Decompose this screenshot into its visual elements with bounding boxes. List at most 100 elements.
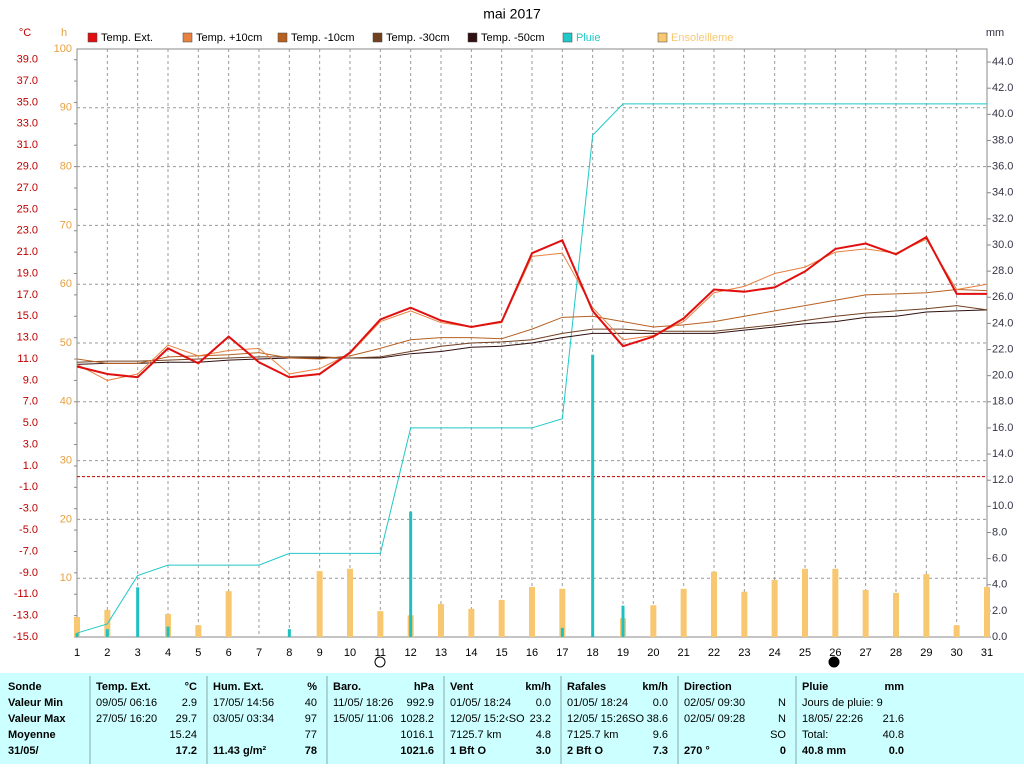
table-cell: 992.9 <box>406 697 434 709</box>
table-cell: 0 <box>780 745 786 757</box>
x-tick-label: 28 <box>890 647 902 659</box>
y2-tick-label: 22.0 <box>992 343 1013 355</box>
y-tick-label: 3.0 <box>23 438 38 450</box>
legend-swatch <box>372 32 383 43</box>
table-cell: 02/05/ 09:30 <box>684 697 745 709</box>
x-tick-label: 13 <box>435 647 447 659</box>
bar <box>165 614 171 637</box>
bar <box>468 608 475 637</box>
y3-tick-label: 70 <box>60 219 72 231</box>
moon-full <box>374 656 386 668</box>
y2-tick-label: 14.0 <box>992 448 1013 460</box>
legend-swatch <box>87 32 98 43</box>
y2-tick-label: 28.0 <box>992 265 1013 277</box>
bar <box>347 568 353 637</box>
bar <box>680 588 687 637</box>
table-cell: 09/05/ 06:16 <box>96 697 157 709</box>
moon-new <box>828 656 840 668</box>
x-tick-label: 27 <box>860 647 872 659</box>
legend-label: Temp. +10cm <box>196 32 262 44</box>
x-tick-label: 5 <box>195 647 201 659</box>
table-cell: Baro. <box>333 681 361 693</box>
y-tick-label: -5.0 <box>19 524 38 536</box>
legend-swatch <box>182 32 193 43</box>
table-cell: km/h <box>642 681 668 693</box>
table-cell: 17/05/ 14:56 <box>213 697 274 709</box>
table-cell: 270 ° <box>684 745 710 757</box>
bar <box>802 568 808 637</box>
table-cell: Temp. Ext. <box>96 681 151 693</box>
table-cell: 12/05/ 15:2‹SO <box>450 713 525 725</box>
x-tick-label: 7 <box>256 647 262 659</box>
y-tick-label: 31.0 <box>17 139 38 151</box>
x-tick-label: 26 <box>829 647 841 659</box>
y3-tick-label: 100 <box>54 43 72 55</box>
table-cell: 0.0 <box>889 745 904 757</box>
table-cell: Hum. Ext. <box>213 681 264 693</box>
table-cell: N <box>778 697 786 709</box>
bar <box>409 511 413 637</box>
y2-tick-label: 6.0 <box>992 553 1007 565</box>
table-cell: 0.0 <box>653 697 668 709</box>
bar <box>559 588 566 637</box>
y2-tick-label: 16.0 <box>992 422 1013 434</box>
table-cell: N <box>778 713 786 725</box>
y-tick-label: 13.0 <box>17 332 38 344</box>
y-tick-label: 21.0 <box>17 246 38 258</box>
bar <box>560 627 564 637</box>
y3-tick-label: 30 <box>60 455 72 467</box>
y-tick-label: 9.0 <box>23 374 38 386</box>
table-cell: 1028.2 <box>400 713 434 725</box>
y-tick-label: 11.0 <box>17 353 38 365</box>
table-cell: 03/05/ 03:34 <box>213 713 274 725</box>
x-tick-label: 21 <box>678 647 690 659</box>
bar <box>591 354 595 637</box>
table-cell: 97 <box>305 713 317 725</box>
table-cell: 02/05/ 09:28 <box>684 713 745 725</box>
table-cell: Direction <box>684 681 732 693</box>
x-tick-label: 15 <box>496 647 508 659</box>
legend-label: Temp. -50cm <box>481 32 545 44</box>
table-cell: 7125.7 km <box>567 729 618 741</box>
line <box>76 238 988 381</box>
bar <box>529 587 535 637</box>
y2-tick-label: 12.0 <box>992 474 1013 486</box>
y2-tick-label: 42.0 <box>992 82 1013 94</box>
y-tick-label: -1.0 <box>19 481 38 493</box>
bar <box>166 626 170 637</box>
line <box>76 289 988 364</box>
y-tick-label: 17.0 <box>17 289 38 301</box>
table-cell: hPa <box>414 681 435 693</box>
x-tick-label: 4 <box>165 647 171 659</box>
bar <box>621 605 625 637</box>
table-cell: 01/05/ 18:24 <box>567 697 628 709</box>
table-cell: 2 Bft O <box>567 745 604 757</box>
table-cell: 40 <box>305 697 317 709</box>
x-tick-label: 10 <box>344 647 356 659</box>
line <box>76 309 988 365</box>
x-tick-label: 31 <box>981 647 993 659</box>
y3-tick-label: 10 <box>60 572 72 584</box>
table-cell: 2.9 <box>182 697 197 709</box>
y-tick-label: 19.0 <box>17 267 38 279</box>
table-cell: 0.0 <box>536 697 551 709</box>
y2-tick-label: 44.0 <box>992 56 1013 68</box>
y2-tick-label: 2.0 <box>992 605 1007 617</box>
y-tick-label: 37.0 <box>17 75 38 87</box>
table-cell: 4.8 <box>536 729 551 741</box>
y-tick-label: 23.0 <box>17 225 38 237</box>
bar <box>953 625 960 637</box>
table-cell: 23.2 <box>530 713 551 725</box>
x-tick-label: 23 <box>738 647 750 659</box>
line <box>76 235 987 379</box>
y-tick-label: -13.0 <box>13 610 38 622</box>
table-cell: 7.3 <box>653 745 668 757</box>
x-tick-label: 17 <box>556 647 568 659</box>
table-cell: Valeur Min <box>8 697 63 709</box>
table-cell: °C <box>185 681 197 693</box>
table-background <box>0 673 1024 764</box>
legend-label: Pluie <box>576 32 600 44</box>
table-cell: Rafales <box>567 681 606 693</box>
bar <box>316 571 323 637</box>
